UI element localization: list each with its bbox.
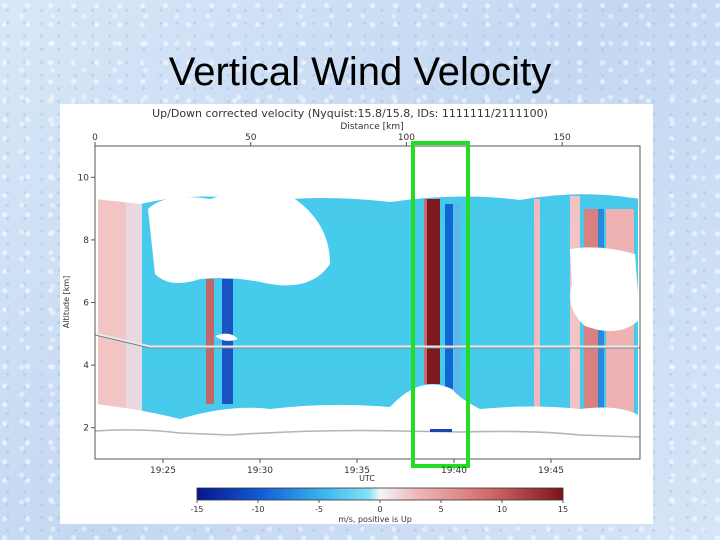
updraft-band [534,199,540,424]
colorbar-tick-label: 10 [497,505,507,514]
plot-area [95,146,640,459]
highlight-box [411,141,470,468]
downdraft-band [445,204,453,394]
downdraft-band [222,279,233,404]
wind-velocity-figure: Up/Down corrected velocity (Nyquist:15.8… [60,104,653,524]
chart-title: Up/Down corrected velocity (Nyquist:15.8… [152,107,548,120]
top-tick-label: 100 [398,133,415,143]
top-tick-label: 0 [92,133,98,143]
x-axis-label: UTC [359,474,375,483]
top-tick-label: 50 [245,133,257,143]
y-axis-ticks: 2 4 6 8 10 [78,173,95,434]
y-tick-label: 8 [83,236,89,246]
x-axis-ticks: 19:25 19:30 19:35 19:40 19:45 [150,459,564,476]
top-axis-label: Distance [km] [340,122,403,132]
slide-title: Vertical Wind Velocity [168,50,552,94]
colorbar [196,487,564,501]
surface-line [95,429,640,438]
colorbar-tick-label: 15 [558,505,568,514]
colorbar-ticks: -15 -10 -5 0 5 10 15 [190,500,568,514]
top-tick-label: 150 [554,133,571,143]
melting-layer-line [95,332,640,349]
updraft-band [98,199,126,429]
colorbar-tick-label: -10 [251,505,264,514]
updraft-band [427,199,440,384]
no-data-region [148,191,330,286]
no-data-region [570,247,640,332]
no-data-region [95,384,640,459]
x-tick-label: 19:25 [150,466,176,476]
colorbar-tick-label: 5 [438,505,443,514]
x-tick-label: 19:30 [247,466,273,476]
top-axis-ticks: 0 50 100 150 [92,133,571,146]
y-axis-label: Altitude [km] [62,276,71,328]
x-tick-label: 19:45 [538,466,564,476]
y-tick-label: 6 [83,299,89,309]
updraft-band [206,279,214,404]
colorbar-tick-label: 0 [377,505,382,514]
x-tick-label: 19:35 [344,466,370,476]
colorbar-tick-label: -5 [315,505,323,514]
y-tick-label: 4 [83,361,89,371]
velocity-chart: Up/Down corrected velocity (Nyquist:15.8… [62,107,641,524]
colorbar-label: m/s, positive is Up [338,515,412,524]
y-tick-label: 10 [78,173,90,183]
y-tick-label: 2 [83,424,89,434]
colorbar-tick-label: -15 [190,505,203,514]
x-tick-label: 19:40 [441,466,467,476]
